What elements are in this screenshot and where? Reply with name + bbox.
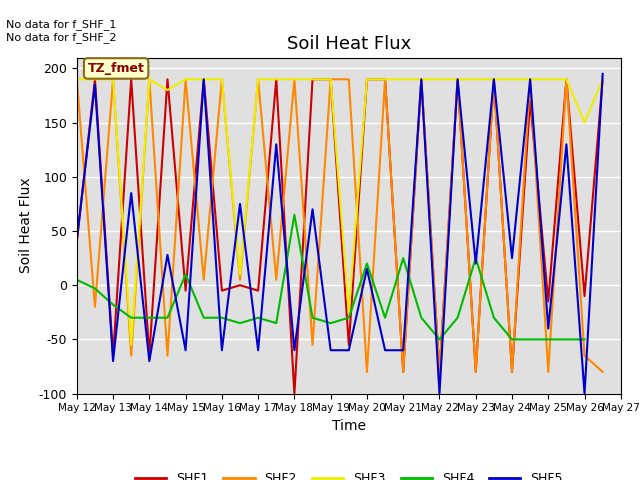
Y-axis label: Soil Heat Flux: Soil Heat Flux: [19, 178, 33, 274]
Legend: SHF1, SHF2, SHF3, SHF4, SHF5: SHF1, SHF2, SHF3, SHF4, SHF5: [130, 467, 568, 480]
Title: Soil Heat Flux: Soil Heat Flux: [287, 35, 411, 53]
X-axis label: Time: Time: [332, 419, 366, 433]
Text: TZ_fmet: TZ_fmet: [88, 62, 145, 75]
Text: No data for f_SHF_1
No data for f_SHF_2: No data for f_SHF_1 No data for f_SHF_2: [6, 19, 117, 43]
